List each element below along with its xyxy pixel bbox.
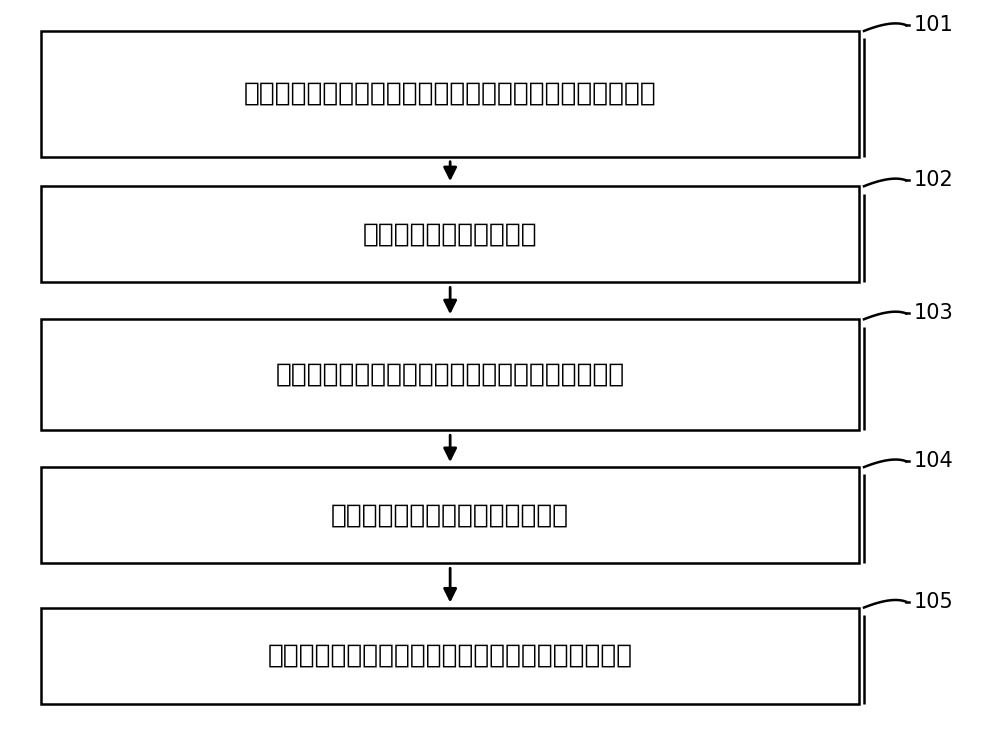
Text: 根据建立的同步样本容量数据库，确定转换累计数: 根据建立的同步样本容量数据库，确定转换累计数 <box>276 361 625 388</box>
Text: 105: 105 <box>914 591 954 611</box>
Bar <box>41 608 859 703</box>
Bar <box>41 467 859 563</box>
Bar <box>41 186 859 282</box>
Text: 103: 103 <box>914 303 954 324</box>
Bar <box>41 31 859 157</box>
Bar <box>41 319 859 430</box>
Text: 根据转换累计数，判定得到突变点: 根据转换累计数，判定得到突变点 <box>331 502 569 528</box>
Text: 104: 104 <box>914 451 954 471</box>
Text: 102: 102 <box>914 170 954 190</box>
Text: 建立同步样本容量数据库: 建立同步样本容量数据库 <box>363 221 537 247</box>
Text: 101: 101 <box>914 15 954 35</box>
Text: 获取分布式光纤液位传感器的每个测量点的中心波长和强度: 获取分布式光纤液位传感器的每个测量点的中心波长和强度 <box>244 81 657 107</box>
Text: 根据突变点，确定分布式光纤液位传感器的实时液位: 根据突变点，确定分布式光纤液位传感器的实时液位 <box>268 643 633 669</box>
